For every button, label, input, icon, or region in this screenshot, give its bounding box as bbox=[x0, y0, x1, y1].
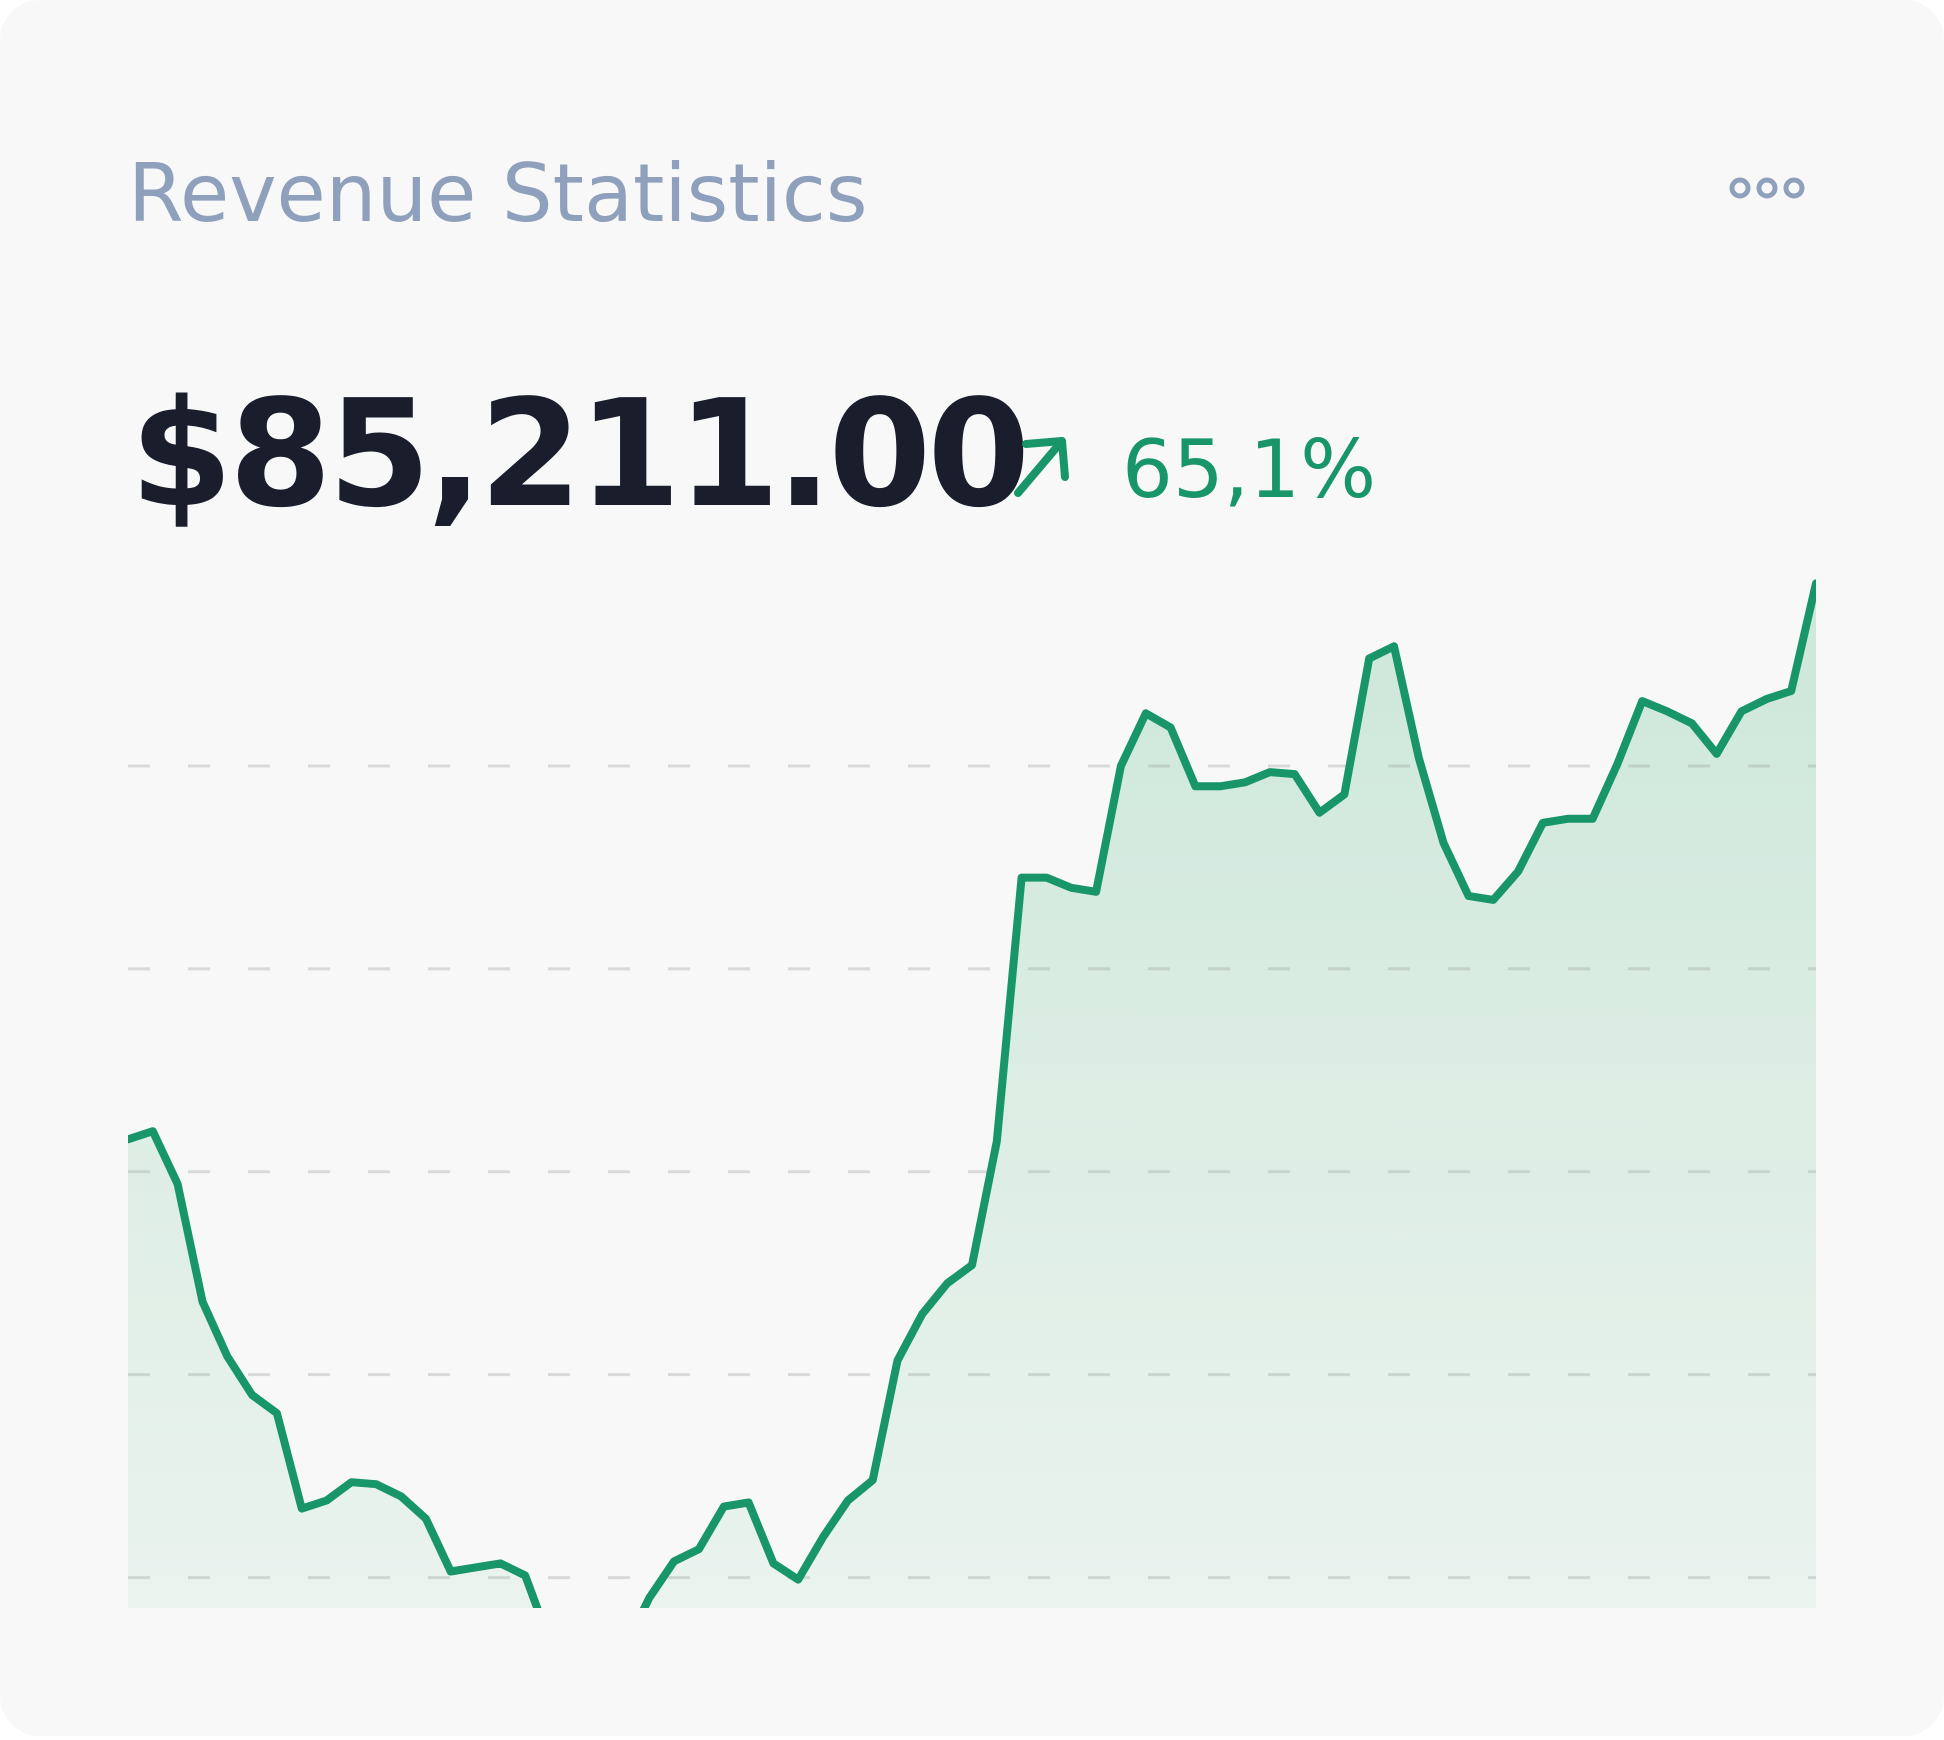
trend-arrow bbox=[1014, 437, 1069, 497]
area-fill bbox=[128, 583, 1816, 1608]
more-button[interactable] bbox=[1729, 177, 1805, 199]
revenue-amount: $85,211.00 bbox=[130, 368, 1026, 540]
revenue-change: 65,1% bbox=[1122, 423, 1376, 516]
revenue-line bbox=[128, 579, 1816, 1608]
chart bbox=[128, 579, 1816, 1608]
card-title: Revenue Statistics bbox=[128, 147, 868, 240]
